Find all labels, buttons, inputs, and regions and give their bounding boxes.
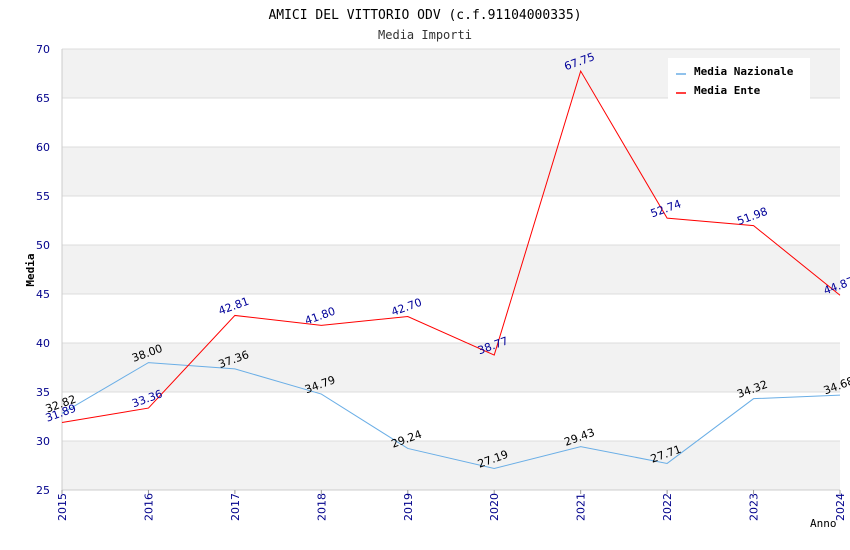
legend-label-media-nazionale: Media Nazionale [694, 65, 794, 78]
plot-band [62, 98, 840, 147]
x-tick-label: 2021 [575, 493, 588, 521]
x-tick-label: 2022 [661, 493, 674, 521]
x-axis-label: Anno [810, 517, 837, 530]
x-tick-label: 2016 [142, 493, 155, 521]
plot-band [62, 196, 840, 245]
gridlines [62, 48, 840, 491]
y-tick-label: 35 [36, 386, 50, 399]
plot-band [62, 245, 840, 294]
legend-label-media-ente: Media Ente [694, 84, 761, 97]
legend-box [668, 58, 810, 102]
y-tick-label: 40 [36, 337, 50, 350]
y-tick-label: 55 [36, 190, 50, 203]
x-tick-label: 2015 [56, 493, 69, 521]
plot-band [62, 147, 840, 196]
series-lines [61, 69, 841, 470]
y-tick-label: 30 [36, 435, 50, 448]
y-tick-label: 45 [36, 288, 50, 301]
x-tick-label: 2024 [834, 493, 847, 521]
series-line-media-ente [61, 69, 841, 423]
plot-band [62, 392, 840, 441]
x-tick-label: 2023 [748, 493, 761, 521]
y-tick-label: 70 [36, 43, 50, 56]
x-tick-label: 2019 [402, 493, 415, 521]
y-axis-label: Media [24, 253, 37, 286]
y-tick-label: 50 [36, 239, 50, 252]
plot-band [62, 343, 840, 392]
chart-subtitle: Media Importi [378, 28, 472, 42]
y-tick-label: 60 [36, 141, 50, 154]
x-tick-label: 2018 [315, 493, 328, 521]
plot-band [62, 294, 840, 343]
y-tick-label: 25 [36, 484, 50, 497]
axes: 25 30 35 40 45 50 55 60 65 70 2015 2016 2017 2018 2019… [36, 43, 847, 521]
chart-title: AMICI DEL VITTORIO ODV (c.f.91104000335) [268, 8, 581, 23]
legend: Media Nazionale Media Ente [668, 58, 810, 102]
plot-background-bands [62, 49, 840, 490]
y-tick-label: 65 [36, 92, 50, 105]
x-tick-label: 2020 [488, 493, 501, 521]
x-tick-label: 2017 [229, 493, 242, 521]
series-line-media-nazionale [61, 362, 841, 470]
plot-band [62, 441, 840, 490]
